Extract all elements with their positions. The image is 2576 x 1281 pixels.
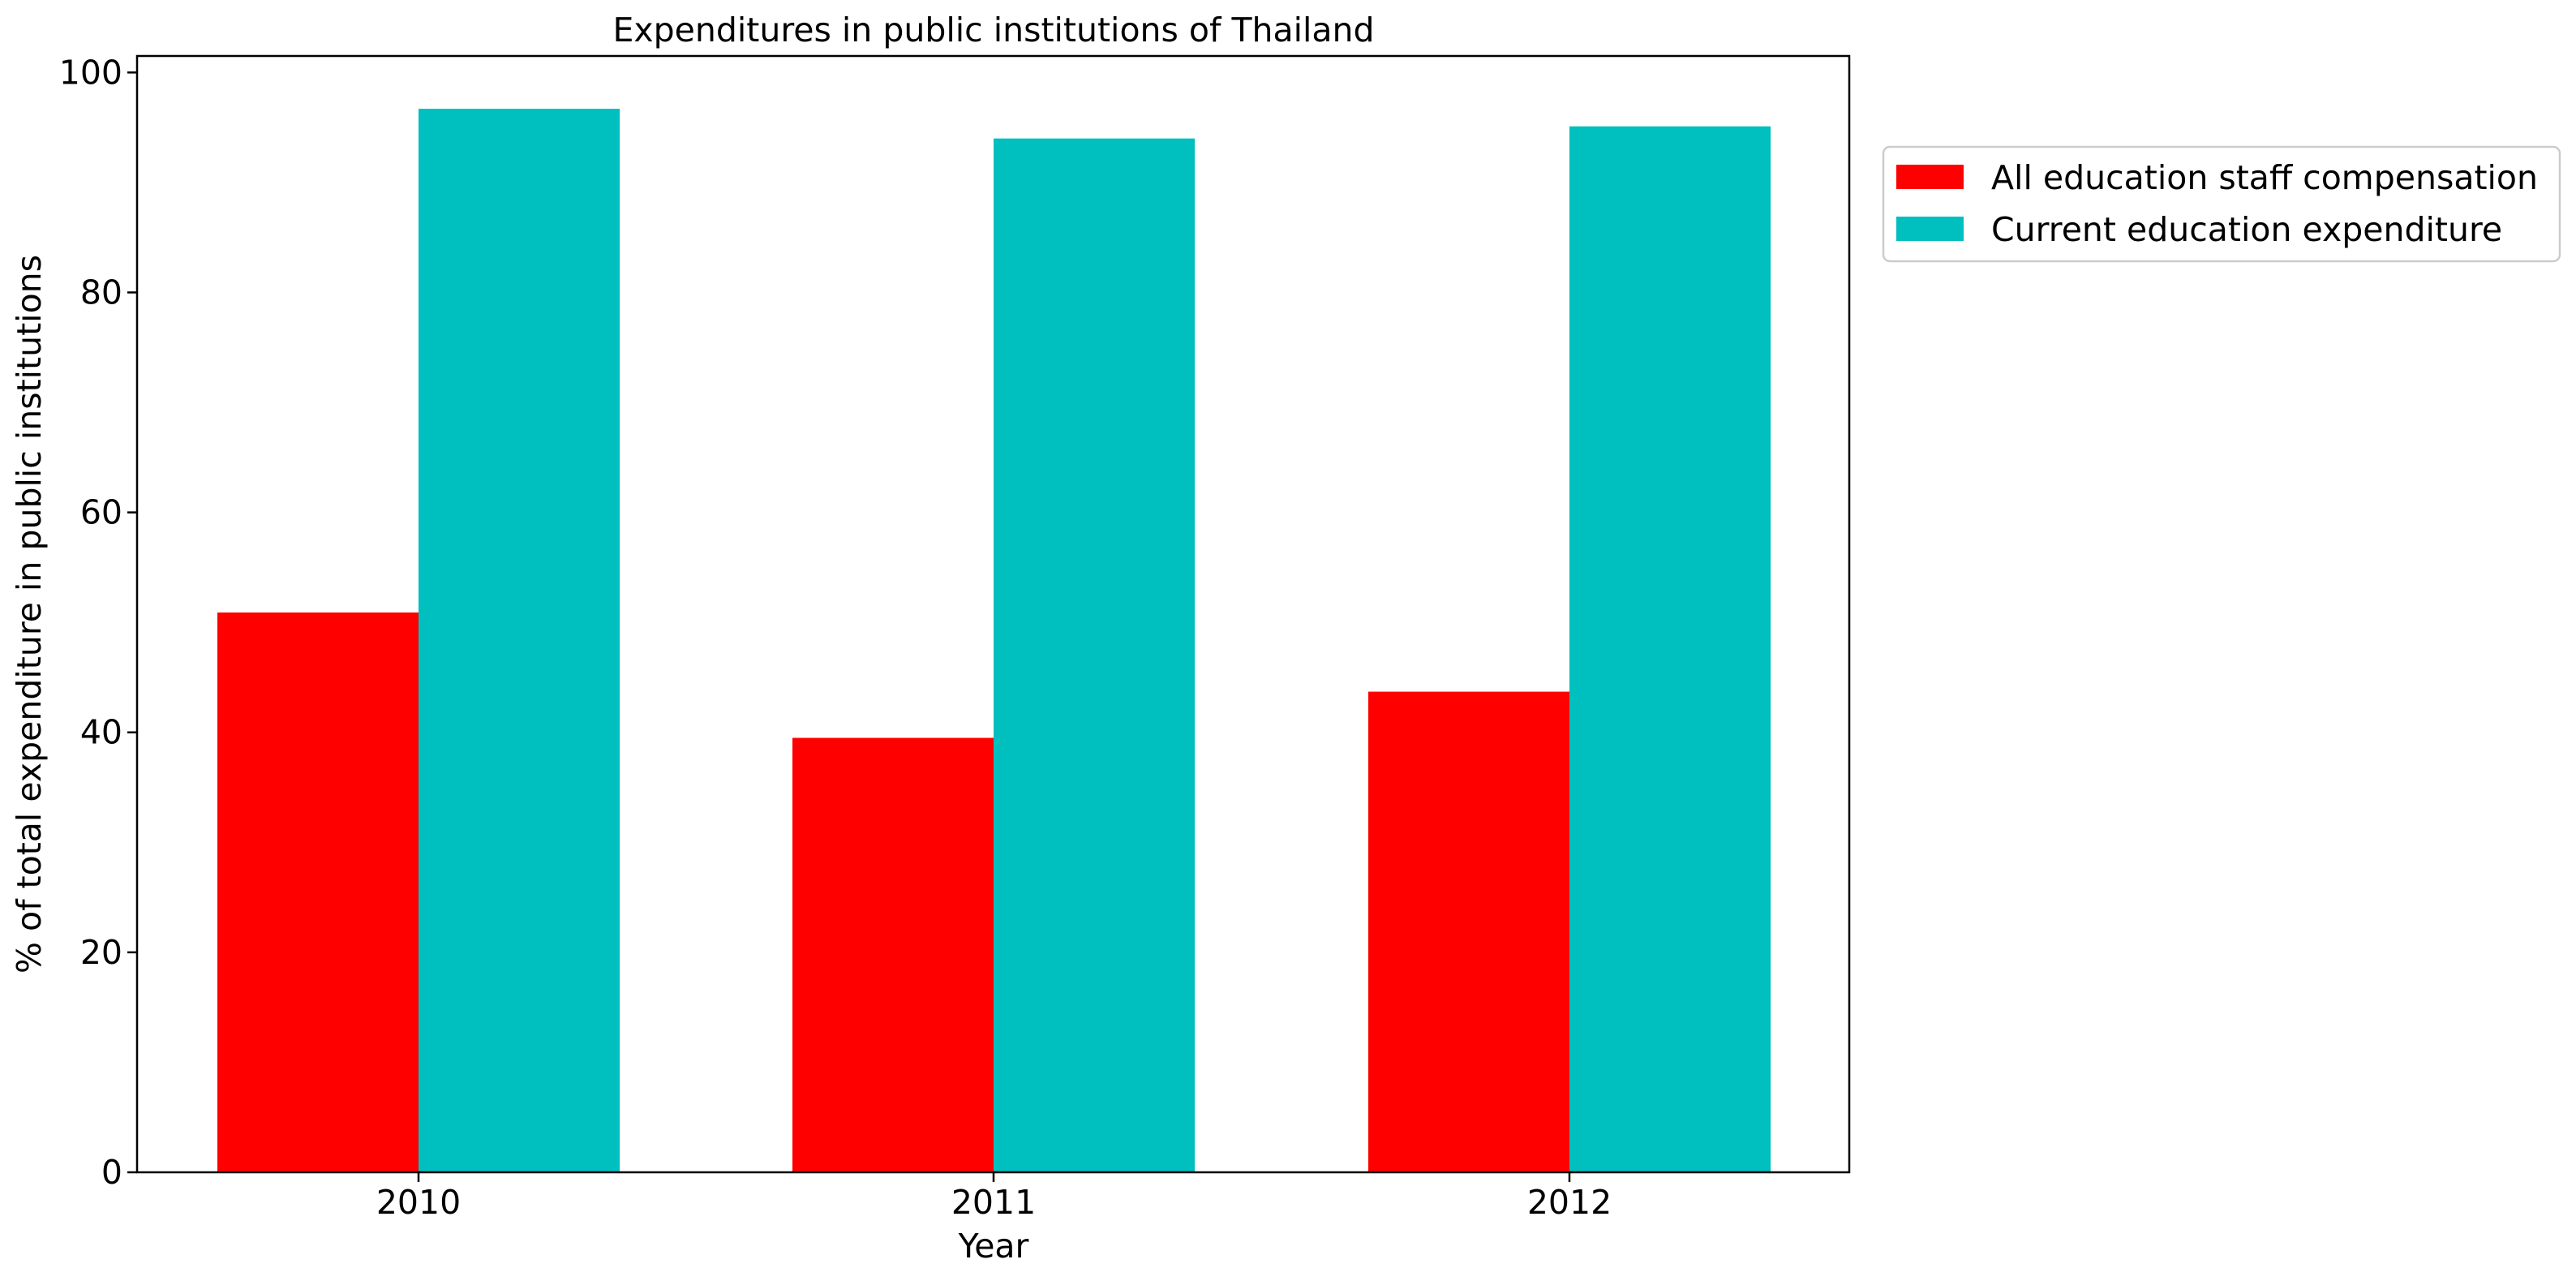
y-tick-label: 80: [80, 273, 122, 312]
y-tick-label: 100: [59, 53, 122, 92]
bar-series-0-2010: [217, 612, 419, 1172]
y-tick-label: 0: [101, 1153, 122, 1192]
bar-series-1-2011: [994, 138, 1195, 1172]
x-axis-label: Year: [958, 1227, 1029, 1266]
y-tick-label: 40: [80, 713, 122, 752]
x-tick-label: 2011: [951, 1183, 1036, 1222]
bar-series-0-2011: [792, 737, 994, 1172]
bar-series-0-2012: [1368, 691, 1569, 1172]
y-axis: 0 20 40 60 80 100: [59, 53, 137, 1192]
legend-frame: [1882, 145, 2561, 263]
legend: All education staff compensation Current…: [1882, 145, 2561, 263]
legend-label-staff-compensation: All education staff compensation: [1991, 158, 2538, 197]
y-tick-label: 20: [80, 933, 122, 972]
legend-swatch-staff-compensation: [1896, 165, 1964, 189]
bar-series-1-2012: [1569, 126, 1771, 1172]
legend-label-current-expenditure: Current education expenditure: [1991, 210, 2502, 249]
y-tick-label: 60: [80, 493, 122, 532]
bar-series-1-2010: [419, 109, 620, 1173]
y-axis-label: % of total expenditure in public institu…: [10, 255, 49, 974]
legend-swatch-current-expenditure: [1896, 217, 1964, 241]
chart-title: Expenditures in public institutions of T…: [612, 11, 1374, 49]
x-tick-label: 2010: [376, 1183, 461, 1222]
bars-layer: [217, 109, 1771, 1173]
x-axis: 2010 2011 2012: [376, 1172, 1612, 1222]
x-tick-label: 2012: [1527, 1183, 1612, 1222]
